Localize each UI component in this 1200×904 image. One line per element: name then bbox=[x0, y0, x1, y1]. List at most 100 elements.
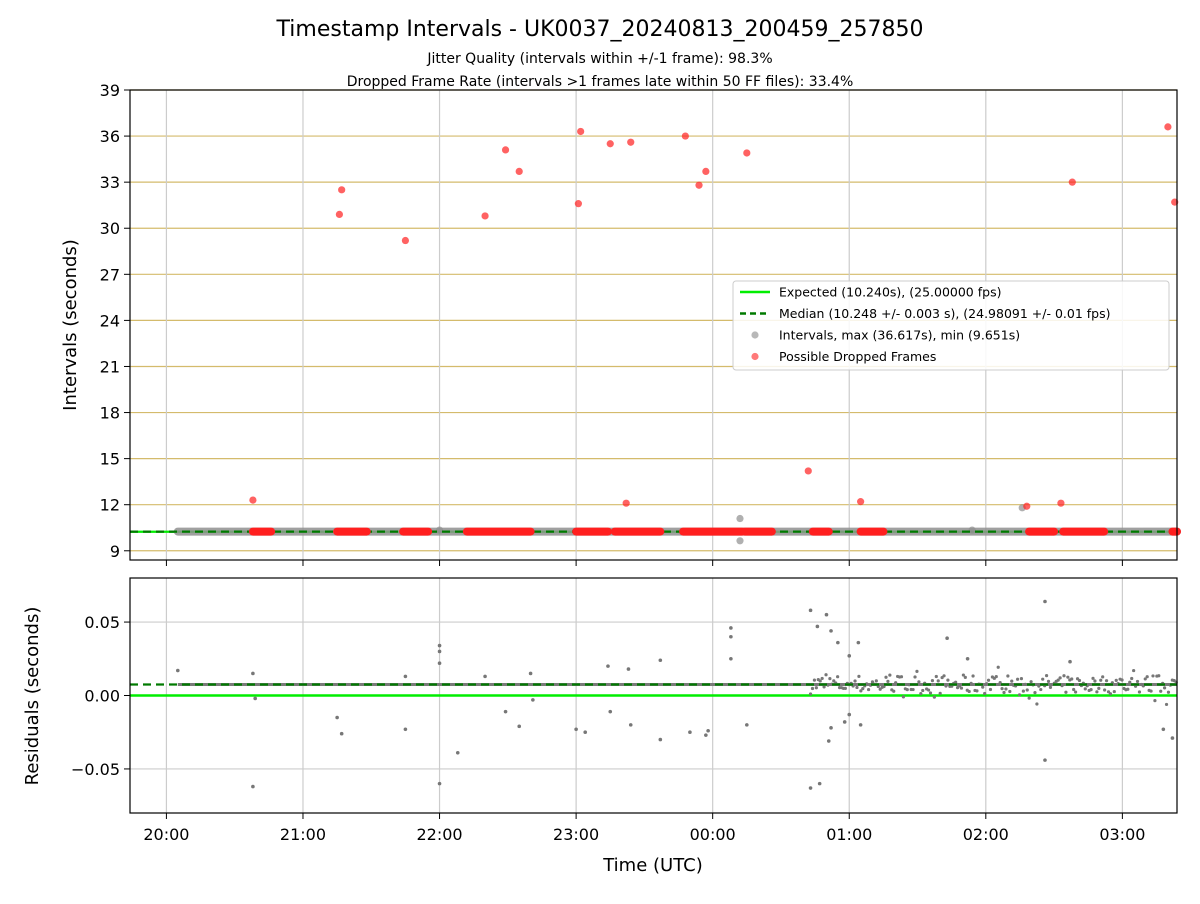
residual-point bbox=[817, 781, 822, 786]
residual-point bbox=[853, 679, 857, 683]
residual-point bbox=[437, 649, 442, 654]
residual-point bbox=[913, 675, 917, 679]
residual-point bbox=[926, 688, 931, 692]
residual-point bbox=[1029, 680, 1033, 684]
residual-point bbox=[812, 678, 817, 682]
residual-point bbox=[628, 723, 633, 727]
top-y-tick-label: 24 bbox=[100, 311, 120, 330]
residual-point bbox=[688, 730, 692, 735]
chart-subtitle-jitter: Jitter Quality (intervals within +/-1 fr… bbox=[426, 51, 772, 67]
residual-point bbox=[1046, 679, 1051, 683]
residual-point bbox=[1114, 678, 1118, 682]
residual-point bbox=[1006, 674, 1010, 678]
residual-point bbox=[1137, 690, 1142, 694]
residual-point bbox=[998, 680, 1002, 685]
residual-point bbox=[1128, 680, 1132, 684]
residual-point bbox=[729, 634, 733, 639]
residual-point bbox=[1060, 684, 1064, 688]
residual-point bbox=[1041, 677, 1045, 681]
residual-point bbox=[824, 673, 828, 677]
residual-point bbox=[1004, 687, 1008, 691]
residual-point bbox=[1149, 689, 1153, 693]
residual-point bbox=[919, 692, 923, 696]
bottom-y-tick-label: 0.05 bbox=[84, 613, 120, 632]
dropped-frame-point bbox=[681, 132, 689, 140]
residual-point bbox=[847, 654, 852, 658]
residual-point bbox=[583, 730, 588, 735]
interval-point bbox=[435, 526, 444, 534]
legend-label: Intervals, max (36.617s), min (9.651s) bbox=[779, 328, 1020, 343]
residual-point bbox=[1072, 687, 1076, 692]
residual-point bbox=[967, 689, 971, 694]
residual-point bbox=[808, 608, 813, 613]
residual-point bbox=[1170, 736, 1175, 740]
residual-point bbox=[942, 674, 946, 678]
residual-point bbox=[814, 686, 818, 690]
residual-point bbox=[1043, 758, 1047, 762]
dropped-frame-point bbox=[1164, 123, 1172, 131]
x-tick-label: 02:00 bbox=[963, 825, 1009, 844]
legend-box bbox=[732, 280, 1170, 371]
residual-point bbox=[971, 674, 975, 678]
residual-point bbox=[1064, 690, 1068, 694]
residual-point bbox=[829, 629, 833, 633]
x-axis-label: Time (UTC) bbox=[602, 855, 703, 876]
residual-point bbox=[1130, 676, 1134, 681]
residual-point bbox=[1056, 678, 1060, 682]
dropped-frame-point bbox=[743, 149, 751, 157]
residual-point bbox=[882, 684, 886, 689]
residual-point bbox=[1091, 676, 1095, 680]
legend-label: Possible Dropped Frames bbox=[779, 349, 936, 364]
top-y-tick-label: 18 bbox=[100, 404, 120, 423]
residual-point bbox=[938, 691, 942, 695]
top-y-tick-label: 39 bbox=[100, 81, 120, 100]
residual-point bbox=[1017, 693, 1022, 697]
residual-point bbox=[1164, 702, 1169, 707]
legend-label: Expected (10.240s), (25.00000 fps) bbox=[779, 285, 1001, 300]
residual-point bbox=[1095, 690, 1099, 694]
residual-point bbox=[1062, 674, 1066, 678]
residual-point bbox=[884, 675, 888, 679]
residual-point bbox=[945, 636, 949, 641]
dropped-frame-point bbox=[338, 186, 346, 194]
top-y-tick-label: 12 bbox=[100, 496, 120, 515]
residual-point bbox=[729, 626, 733, 630]
residual-point bbox=[899, 675, 904, 679]
residual-point bbox=[983, 691, 987, 696]
residual-point bbox=[1099, 678, 1103, 682]
residual-point bbox=[528, 671, 533, 676]
residual-point bbox=[1135, 679, 1140, 684]
residual-point bbox=[822, 685, 826, 689]
residual-point bbox=[917, 680, 921, 684]
residual-point bbox=[1120, 678, 1124, 682]
residual-point bbox=[857, 674, 861, 678]
residual-point bbox=[1037, 684, 1041, 688]
top-plot-frame bbox=[129, 89, 1178, 561]
residual-point bbox=[745, 723, 749, 727]
x-tick-label: 23:00 bbox=[553, 825, 599, 844]
residual-point bbox=[1074, 690, 1078, 694]
residual-point bbox=[965, 656, 970, 661]
residual-point bbox=[824, 612, 829, 617]
dropped-frame-point bbox=[804, 467, 812, 475]
residual-point bbox=[1104, 679, 1109, 683]
residual-point bbox=[1015, 677, 1020, 681]
residual-point bbox=[1027, 696, 1031, 700]
dropped-frame-point bbox=[695, 181, 703, 189]
residual-point bbox=[437, 643, 442, 648]
dropped-frame-point bbox=[335, 210, 343, 219]
residual-point bbox=[815, 624, 820, 629]
bottom-y-tick-label: −0.05 bbox=[71, 760, 120, 779]
chart-subtitle-dropped: Dropped Frame Rate (intervals >1 frames … bbox=[347, 74, 854, 90]
dropped-frame-point bbox=[1057, 499, 1065, 507]
dropped-frame-point bbox=[627, 138, 635, 146]
bottom-y-tick-label: 0.00 bbox=[84, 687, 120, 706]
legend: Expected (10.240s), (25.00000 fps) Median… bbox=[732, 280, 1170, 371]
residual-point bbox=[1019, 677, 1024, 681]
residual-point bbox=[175, 668, 180, 673]
dropped-frame-point bbox=[622, 499, 630, 507]
dropped-frame-point bbox=[857, 498, 865, 506]
chart-title: Timestamp Intervals - UK0037_20240813_20… bbox=[276, 17, 924, 42]
residual-point bbox=[928, 691, 933, 695]
residual-point bbox=[1043, 599, 1047, 604]
